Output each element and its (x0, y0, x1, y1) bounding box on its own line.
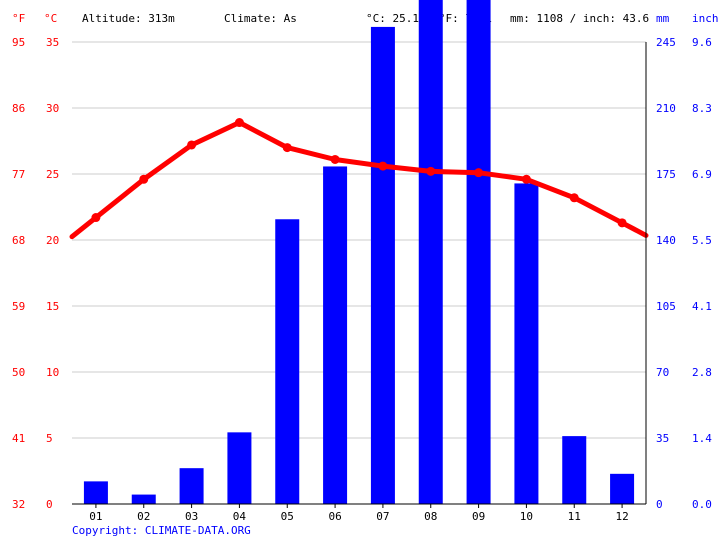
celsius-tick-label: 20 (46, 234, 59, 247)
mm-tick-label: 175 (656, 168, 676, 181)
inch-tick-label: 4.1 (692, 300, 712, 313)
mm-tick-label: 210 (656, 102, 676, 115)
fahrenheit-tick-label: 86 (12, 102, 25, 115)
celsius-tick-label: 30 (46, 102, 59, 115)
x-tick-label: 08 (424, 510, 437, 523)
inch-tick-label: 5.5 (692, 234, 712, 247)
temperature-point (330, 154, 340, 164)
month-axis: 01 02 03 04 05 06 07 08 09 10 11 12 (89, 504, 629, 523)
mm-tick-label: 0 (656, 498, 663, 511)
temperature-point (187, 140, 197, 150)
x-tick-label: 07 (376, 510, 389, 523)
mm-tick-label: 140 (656, 234, 676, 247)
unit-inch: inch (692, 12, 719, 25)
precipitation-bar (323, 166, 348, 504)
inch-tick-label: 9.6 (692, 36, 712, 49)
precipitation-bar (83, 481, 108, 504)
fahrenheit-tick-label: 68 (12, 234, 25, 247)
inch-axis: 0.0 1.4 2.8 4.1 5.5 6.9 8.3 9.6 (692, 36, 712, 511)
mm-axis: 0 35 70 105 140 175 210 245 (656, 36, 676, 511)
unit-mm: mm (656, 12, 670, 25)
temperature-point (617, 218, 627, 228)
unit-fahrenheit: °F (12, 12, 25, 25)
precipitation-bar (275, 219, 300, 504)
x-tick-label: 11 (568, 510, 581, 523)
celsius-axis: 0 5 10 15 20 25 30 35 (46, 36, 59, 511)
climate-label: Climate: As (224, 12, 297, 25)
fahrenheit-axis: 32 41 50 59 68 77 86 95 (12, 36, 25, 511)
temperature-point (474, 168, 484, 178)
temperature-point (521, 174, 531, 184)
mm-tick-label: 70 (656, 366, 669, 379)
precipitation-bar (514, 183, 539, 504)
unit-celsius: °C (44, 12, 57, 25)
mm-tick-label: 35 (656, 432, 669, 445)
mm-tick-label: 245 (656, 36, 676, 49)
precipitation-bar (370, 26, 395, 505)
temperature-point (91, 213, 101, 223)
celsius-tick-label: 5 (46, 432, 53, 445)
x-tick-label: 10 (520, 510, 533, 523)
x-tick-label: 06 (328, 510, 341, 523)
celsius-tick-label: 25 (46, 168, 59, 181)
x-tick-label: 01 (89, 510, 102, 523)
precipitation-bar (610, 473, 635, 504)
fahrenheit-tick-label: 41 (12, 432, 25, 445)
temperature-point (139, 174, 149, 184)
celsius-tick-label: 15 (46, 300, 59, 313)
inch-tick-label: 2.8 (692, 366, 712, 379)
fahrenheit-tick-label: 32 (12, 498, 25, 511)
precipitation-bar (466, 0, 491, 504)
precipitation-bars (83, 0, 635, 505)
temperature-line-path (69, 120, 649, 240)
temperature-point (378, 161, 388, 171)
temperature-point (234, 118, 244, 128)
x-tick-label: 04 (233, 510, 247, 523)
fahrenheit-tick-label: 77 (12, 168, 25, 181)
precipitation-bar (418, 0, 443, 505)
precipitation-summary: mm: 1108 / inch: 43.6 (510, 12, 649, 25)
temperature-point (569, 193, 579, 203)
inch-tick-label: 1.4 (692, 432, 712, 445)
fahrenheit-tick-label: 50 (12, 366, 25, 379)
celsius-tick-label: 35 (46, 36, 59, 49)
fahrenheit-tick-label: 95 (12, 36, 25, 49)
x-tick-label: 09 (472, 510, 485, 523)
x-tick-label: 12 (615, 510, 628, 523)
temperature-point (282, 143, 292, 153)
inch-tick-label: 6.9 (692, 168, 712, 181)
precipitation-bar (227, 432, 252, 504)
altitude-label: Altitude: 313m (82, 12, 175, 25)
temperature-line (69, 118, 649, 240)
fahrenheit-tick-label: 59 (12, 300, 25, 313)
copyright-label: Copyright: CLIMATE-DATA.ORG (72, 524, 251, 537)
x-tick-label: 03 (185, 510, 198, 523)
temperature-point (426, 166, 436, 176)
inch-tick-label: 8.3 (692, 102, 712, 115)
x-tick-label: 05 (281, 510, 294, 523)
x-tick-label: 02 (137, 510, 150, 523)
celsius-tick-label: 10 (46, 366, 59, 379)
grid-lines (72, 41, 646, 439)
precipitation-bar (131, 494, 156, 504)
precipitation-bar (179, 468, 204, 504)
precipitation-bar (562, 436, 587, 504)
celsius-tick-label: 0 (46, 498, 53, 511)
inch-tick-label: 0.0 (692, 498, 712, 511)
mm-tick-label: 105 (656, 300, 676, 313)
